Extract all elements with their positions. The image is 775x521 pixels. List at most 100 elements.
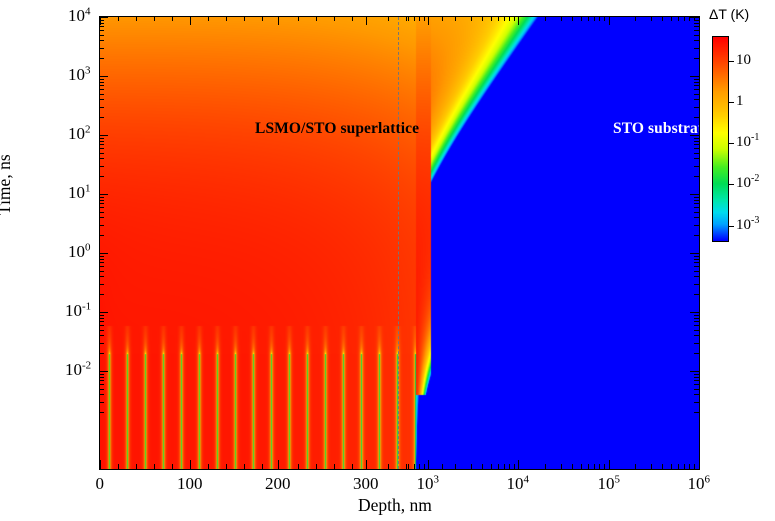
y-minor-tick (99, 20, 104, 21)
x-minor-tick (514, 464, 515, 469)
x-minor-tick-top (651, 16, 652, 21)
x-minor-tick-top (334, 16, 335, 21)
x-minor-tick-top (545, 16, 546, 21)
y-minor-tick-right (694, 23, 699, 24)
y-minor-tick-right (694, 262, 699, 263)
y-minor-tick-right (694, 225, 699, 226)
y-minor-tick (99, 330, 104, 331)
y-minor-tick (99, 85, 104, 86)
y-minor-tick (99, 412, 104, 413)
y-major-tick (99, 253, 108, 254)
x-minor-tick-top (678, 16, 679, 21)
x-minor-tick (208, 464, 209, 469)
x-minor-tick-top (482, 16, 483, 21)
y-minor-tick-right (694, 402, 699, 403)
x-minor-tick-top (504, 16, 505, 21)
x-tick-label-4: 103 (416, 473, 440, 493)
y-minor-tick-right (694, 321, 699, 322)
y-minor-tick-right (694, 58, 699, 59)
y-minor-tick (99, 148, 104, 149)
x-minor-tick-top (694, 16, 695, 21)
y-minor-tick (99, 94, 104, 95)
y-minor-tick-right (694, 153, 699, 154)
y-minor-tick-right (694, 82, 699, 83)
x-minor-tick-top (262, 16, 263, 21)
y-minor-tick-right (694, 266, 699, 267)
x-major-tick (366, 460, 367, 469)
x-minor-tick (635, 464, 636, 469)
y-minor-tick (99, 318, 104, 319)
y-minor-tick-right (694, 394, 699, 395)
y-minor-tick-right (694, 138, 699, 139)
x-major-tick-top (366, 16, 367, 25)
y-minor-tick-right (694, 235, 699, 236)
x-major-tick (518, 460, 519, 469)
x-tick-label-5: 104 (506, 473, 530, 493)
x-minor-tick-top (419, 16, 420, 21)
y-minor-tick-right (694, 315, 699, 316)
y-minor-tick-right (694, 384, 699, 385)
y-minor-tick (99, 35, 104, 36)
x-minor-tick (244, 464, 245, 469)
y-minor-tick-right (694, 217, 699, 218)
y-minor-tick (99, 271, 104, 272)
y-minor-tick (99, 256, 104, 257)
y-minor-tick (99, 325, 104, 326)
y-minor-tick-right (694, 35, 699, 36)
y-minor-tick (99, 141, 104, 142)
x-minor-tick-top (684, 16, 685, 21)
x-axis-title: Depth, nm (358, 495, 432, 515)
y-major-tick-right (690, 194, 699, 195)
y-minor-tick (99, 402, 104, 403)
y-minor-tick (99, 26, 104, 27)
y-minor-tick (99, 343, 104, 344)
y-minor-tick (99, 207, 104, 208)
y-minor-tick-right (694, 318, 699, 319)
x-minor-tick (491, 464, 492, 469)
x-major-tick-top (699, 16, 700, 25)
y-minor-tick (99, 79, 104, 80)
x-minor-tick (442, 464, 443, 469)
y-minor-tick-right (694, 203, 699, 204)
y-minor-tick (99, 176, 104, 177)
y-major-tick-right (690, 312, 699, 313)
x-minor-tick-top (455, 16, 456, 21)
y-minor-tick-right (694, 117, 699, 118)
substrate-label: STO substrate (613, 120, 699, 137)
y-minor-tick (99, 259, 104, 260)
x-minor-tick (154, 464, 155, 469)
x-major-tick-top (190, 16, 191, 25)
film-substrate-interface-line (398, 17, 399, 469)
x-minor-tick (388, 464, 389, 469)
y-minor-tick (99, 107, 104, 108)
colorbar-tick (729, 102, 734, 103)
y-tick-label-4: 100 (68, 241, 91, 261)
y-minor-tick-right (694, 330, 699, 331)
y-minor-tick (99, 394, 104, 395)
y-minor-tick-right (694, 166, 699, 167)
x-minor-tick-top (662, 16, 663, 21)
y-minor-tick (99, 315, 104, 316)
y-tick-label-5: 10-1 (65, 300, 92, 320)
y-minor-tick (99, 335, 104, 336)
y-major-tick-right (690, 253, 699, 254)
y-minor-tick-right (694, 40, 699, 41)
x-minor-tick-top (172, 16, 173, 21)
y-minor-tick (99, 353, 104, 354)
y-minor-tick (99, 374, 104, 375)
y-minor-tick (99, 23, 104, 24)
x-minor-tick (471, 464, 472, 469)
y-minor-tick (99, 212, 104, 213)
x-minor-tick (504, 464, 505, 469)
x-minor-tick-top (491, 16, 492, 21)
y-minor-tick-right (694, 20, 699, 21)
x-minor-tick-top (388, 16, 389, 21)
y-minor-tick (99, 82, 104, 83)
x-minor-tick-top (414, 16, 415, 21)
x-minor-tick-top (514, 16, 515, 21)
x-minor-tick (498, 464, 499, 469)
x-minor-tick-top (599, 16, 600, 21)
y-minor-tick (99, 262, 104, 263)
x-minor-tick-top (588, 16, 589, 21)
x-tick-label-3: 300 (353, 474, 379, 493)
